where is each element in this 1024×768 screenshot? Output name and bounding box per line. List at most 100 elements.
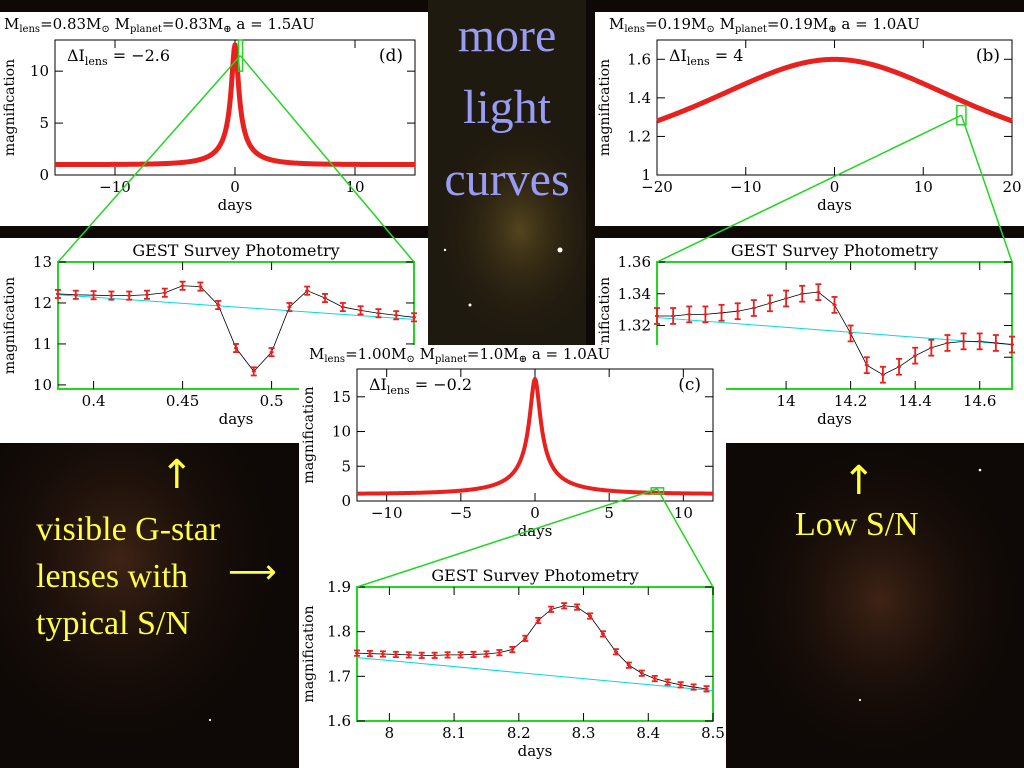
x-axis-label-d: days	[218, 196, 253, 214]
data-point-b_zoom-4	[718, 303, 725, 322]
data-point-d_zoom-3	[108, 290, 115, 301]
x-tick-label-d_zoom-0: 0.4	[82, 392, 106, 410]
data-point-c_zoom-2	[379, 650, 386, 658]
data-point-c_zoom-23	[651, 674, 658, 683]
delta-i-value-b: 4	[733, 46, 743, 65]
data-point-d_zoom-16	[339, 302, 346, 313]
title-line-3: curves	[444, 153, 570, 206]
data-point-c_zoom-14	[535, 616, 542, 625]
panel-label-d: (d)	[379, 46, 403, 66]
y-tick-label-c_zoom-1: 1.7	[327, 667, 351, 685]
data-point-c_zoom-9	[470, 650, 477, 659]
x-tick-label-d-1: 0	[230, 178, 240, 196]
data-point-d_zoom-18	[375, 308, 382, 319]
slide-title: more light curves	[428, 0, 586, 216]
y-axis-label-c: magnification	[301, 386, 317, 483]
x-tick-label-c_zoom-3: 8.3	[572, 724, 596, 742]
data-point-d_zoom-13	[286, 302, 293, 313]
data-point-b_zoom-20	[976, 332, 983, 351]
zoom-window-b	[956, 104, 967, 126]
x-tick-label-c_zoom-2: 8.2	[507, 724, 531, 742]
data-point-c_zoom-7	[444, 651, 451, 659]
delta-i-c: ΔIlens = −0.2	[369, 375, 472, 397]
data-point-c_zoom-24	[664, 678, 671, 686]
arrow-up-left-icon: ↑	[160, 452, 194, 498]
y-tick-label-d_zoom-2: 12	[33, 294, 52, 312]
data-point-c_zoom-26	[690, 683, 697, 691]
data-point-c_zoom-11	[496, 649, 503, 657]
data-point-d_zoom-9	[215, 300, 222, 311]
left-note-line-3: typical S/N	[36, 605, 190, 642]
x-tick-label-b-2: 0	[830, 178, 840, 196]
data-point-d_zoom-10	[233, 343, 239, 354]
data-point-c_zoom-21	[625, 661, 632, 669]
data-point-d_zoom-4	[126, 290, 133, 301]
zoom-title-b_zoom: GEST Survey Photometry	[731, 241, 938, 260]
data-point-d_zoom-5	[144, 289, 150, 300]
x-tick-label-b_zoom-3: 14.6	[963, 392, 996, 410]
data-point-b_zoom-3	[702, 305, 709, 324]
title-line-2: light	[462, 81, 551, 134]
header-d: Mlens=0.83M⊙ Mplanet=0.83M⊕ a = 1.5AU	[4, 15, 315, 35]
y-tick-label-c-0: 0	[341, 492, 351, 510]
data-point-c_zoom-10	[483, 650, 490, 658]
data-point-b_zoom-2	[686, 305, 693, 324]
delta-i-d: ΔIlens = −2.6	[67, 46, 170, 68]
data-point-b_zoom-16	[912, 346, 919, 365]
left-note-line-2: lenses with	[36, 558, 189, 595]
x-tick-label-d_zoom-2: 0.5	[260, 392, 284, 410]
zoom-window-d	[237, 39, 244, 72]
y-tick-label-b_zoom-2: 1.34	[618, 285, 651, 303]
x-axis-label-c: days	[518, 522, 553, 540]
data-point-c_zoom-13	[522, 634, 529, 642]
x-tick-label-c_zoom-0: 8	[385, 724, 395, 742]
panel-d: Mlens=0.83M⊙ Mplanet=0.83M⊕ a = 1.5AU −1…	[0, 12, 428, 226]
data-point-c_zoom-0	[354, 649, 360, 657]
data-point-b_zoom-7	[766, 294, 773, 313]
data-point-c_zoom-18	[587, 612, 594, 620]
data-point-b_zoom-11	[831, 296, 838, 314]
header-c: Mlens=1.00M⊙ Mplanet=1.0M⊕ a = 1.0AU	[309, 345, 610, 365]
header-b: Mlens=0.19M⊙ Mplanet=0.19M⊕ a = 1.0AU	[609, 15, 920, 35]
x-tick-label-c_zoom-4: 8.4	[636, 724, 660, 742]
x-tick-label-c-4: 10	[674, 504, 693, 522]
y-tick-label-c-1: 5	[341, 457, 351, 475]
data-point-c_zoom-8	[457, 651, 464, 659]
data-point-c_zoom-1	[366, 649, 373, 658]
title-line-1: more	[457, 9, 557, 62]
x-tick-label-c_zoom-1: 8.1	[442, 724, 466, 742]
data-point-b_zoom-12	[847, 324, 854, 343]
data-point-b_zoom-19	[960, 332, 967, 351]
y-tick-label-c-3: 15	[332, 388, 351, 406]
x-tick-label-b_zoom-0: 14	[777, 392, 796, 410]
data-point-d_zoom-12	[268, 347, 275, 358]
chart-c: Mlens=1.00M⊙ Mplanet=1.0M⊕ a = 1.0AU −10…	[301, 345, 715, 540]
data-point-b_zoom-8	[783, 289, 790, 308]
left-note: visible G-star lenses with typical S/N	[36, 506, 220, 647]
zoom-title-c_zoom: GEST Survey Photometry	[431, 566, 638, 585]
data-point-c_zoom-3	[392, 650, 399, 659]
panel-label-b: (b)	[976, 46, 1000, 66]
data-point-b_zoom-15	[896, 357, 903, 376]
left-note-line-1: visible G-star	[36, 511, 221, 548]
chart-b: Mlens=0.19M⊙ Mplanet=0.19M⊕ a = 1.0AU −2…	[597, 15, 1022, 214]
y-axis-label-d: magnification	[2, 59, 18, 156]
x-tick-label-b-4: 20	[1002, 178, 1021, 196]
data-point-c_zoom-20	[612, 648, 619, 656]
x-tick-label-c-1: −5	[450, 504, 472, 522]
data-point-d_zoom-20	[411, 312, 417, 323]
baseline-b_zoom	[656, 317, 1013, 346]
data-point-b_zoom-9	[799, 284, 806, 303]
data-point-d_zoom-6	[161, 287, 168, 298]
data-point-d_zoom-11	[250, 366, 257, 377]
arrow-up-right-icon: ↑	[842, 458, 876, 504]
y-axis-label-b: magnification	[597, 59, 613, 156]
y-tick-label-b-2: 1.4	[627, 89, 651, 107]
data-point-c_zoom-12	[509, 645, 516, 654]
data-point-d_zoom-15	[322, 293, 328, 304]
data-point-d_zoom-7	[179, 280, 186, 291]
chart-c-zoom: GEST Survey Photometry 8 8.1 8.2 8.3 8.4 8.5 1.…	[301, 566, 725, 760]
panel-c-zoom: GEST Survey Photometry 8 8.1 8.2 8.3 8.4 8.5 1.…	[299, 565, 726, 768]
data-point-c_zoom-22	[638, 669, 645, 677]
data-point-b_zoom-18	[944, 334, 951, 352]
